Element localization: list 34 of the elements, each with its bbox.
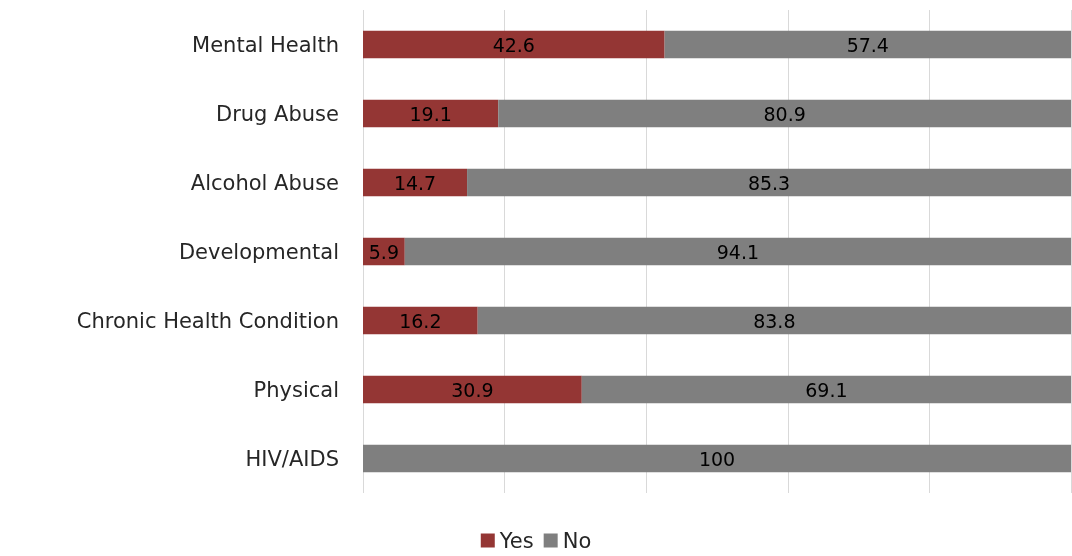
y-tick-label: Developmental [178, 239, 339, 264]
data-label: 14.7 [393, 171, 437, 194]
data-label: 94.1 [716, 240, 760, 263]
bar [498, 99, 1071, 128]
data-label: 100 [698, 447, 736, 470]
bar [363, 30, 665, 59]
y-tick-label: HIV/AIDS [245, 446, 339, 471]
bar [363, 168, 468, 197]
y-tick-label: Alcohol Abuse [190, 170, 339, 195]
bar [363, 99, 499, 128]
bar [581, 375, 1071, 404]
bar [363, 375, 582, 404]
y-tick-label: Mental Health [192, 32, 339, 57]
legend-label: Yes [498, 528, 534, 553]
data-label: 16.2 [399, 309, 442, 332]
data-label: 83.8 [753, 309, 796, 332]
data-label: 5.9 [368, 240, 399, 263]
data-label: 30.9 [451, 378, 494, 401]
bar [363, 306, 478, 335]
data-label: 42.6 [492, 33, 535, 56]
data-label: 19.1 [409, 102, 452, 125]
data-label: 69.1 [805, 378, 848, 401]
y-tick-label: Drug Abuse [216, 101, 339, 126]
bar [477, 306, 1071, 335]
y-tick-label: Physical [253, 377, 339, 402]
data-label: 57.4 [846, 33, 889, 56]
bar [467, 168, 1071, 197]
y-tick-label: Chronic Health Condition [76, 308, 339, 333]
data-label: 85.3 [747, 171, 791, 194]
bar [363, 444, 1071, 473]
data-label: 80.9 [763, 102, 806, 125]
bar [664, 30, 1071, 59]
bar [404, 237, 1071, 266]
legend-label: No [562, 528, 592, 553]
